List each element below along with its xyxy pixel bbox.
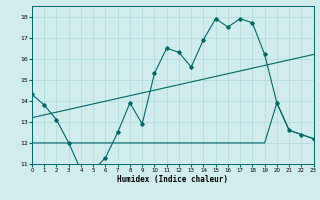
X-axis label: Humidex (Indice chaleur): Humidex (Indice chaleur) [117,175,228,184]
